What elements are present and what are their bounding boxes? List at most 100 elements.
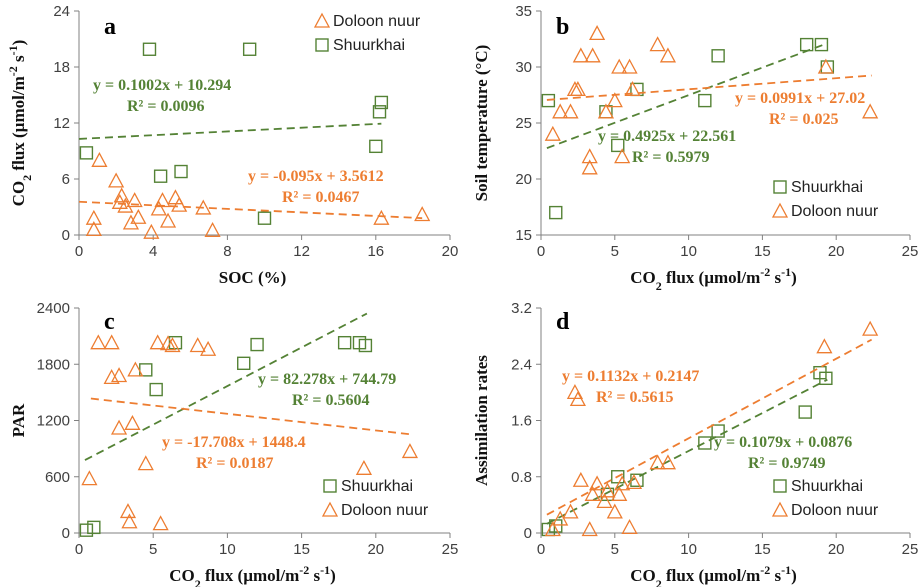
data-point	[649, 36, 666, 52]
data-point	[569, 391, 586, 407]
y-tick-label: 24	[53, 3, 70, 20]
data-point	[611, 470, 625, 484]
data-point	[611, 58, 628, 74]
data-point	[150, 200, 167, 216]
series-shuurkhai: y = 0.1002x + 10.294 R² = 0.0096	[78, 42, 389, 225]
legend: Shuurkhai Doloon nuur	[771, 478, 879, 519]
regression-equation: y = 0.4925x + 22.561	[598, 128, 736, 145]
x-tick-label: 0	[537, 243, 545, 260]
y-tick-label: 18	[53, 59, 70, 76]
data-point	[369, 139, 383, 154]
trend-line	[78, 122, 382, 140]
trend-line	[546, 74, 872, 101]
regression-equation: y = 82.278x + 744.79	[258, 371, 396, 388]
data-point	[814, 37, 829, 52]
data-point	[152, 515, 169, 531]
data-point	[614, 475, 631, 491]
x-tick-label: 16	[367, 243, 384, 260]
x-tick-label: 0	[75, 243, 83, 260]
r-squared-label: R² = 0.0096	[127, 98, 204, 115]
data-point	[108, 172, 125, 188]
data-point	[549, 205, 563, 220]
data-point	[154, 192, 171, 208]
panel-letter: a	[104, 14, 116, 40]
data-point	[711, 424, 725, 438]
x-tick-label: 5	[611, 541, 619, 558]
x-tick-label: 5	[611, 243, 619, 260]
data-point	[79, 146, 94, 160]
data-point	[621, 519, 638, 535]
data-point	[584, 47, 601, 63]
data-point	[816, 338, 833, 354]
x-tick-label: 20	[367, 541, 384, 558]
data-point	[103, 334, 120, 350]
data-point	[588, 475, 606, 491]
data-point	[862, 103, 879, 119]
series-doloon-nuur: y = 0.0991x + 27.02 R² = 0.025	[544, 25, 879, 175]
legend: Shuurkhai Doloon nuur	[771, 179, 879, 220]
r-squared-label: R² = 0.9749	[748, 455, 825, 472]
regression-equation: y = -17.708x + 1448.4	[162, 434, 306, 451]
y-tick-label: 1.6	[511, 413, 532, 430]
data-point	[113, 187, 130, 203]
data-point	[659, 454, 677, 470]
series-doloon-nuur: y = -17.708x + 1448.4 R² = 0.0187	[81, 334, 419, 531]
x-tick-label: 25	[442, 541, 459, 558]
data-point	[110, 367, 128, 383]
legend: Doloon nuur Shuurkhai	[313, 12, 421, 54]
data-point	[119, 503, 137, 519]
legend: Shuurkhai Doloon nuur	[321, 478, 429, 519]
data-point	[562, 103, 579, 119]
x-axis-label: CO2 flux (µmol/m-2 s-1)	[630, 265, 797, 293]
data-point	[121, 513, 138, 529]
r-squared-label: R² = 0.0187	[196, 455, 273, 472]
x-tick-label: 20	[442, 243, 459, 260]
chart-panel-c: 0 5 10 15 20 25 0 600 1200 1800 2400 CO2 flux (µmol…	[9, 300, 458, 587]
regression-equation: y = 0.1079x + 0.0876	[714, 434, 852, 451]
data-point	[85, 221, 102, 237]
x-tick-label: 10	[680, 243, 697, 260]
x-tick-label: 8	[223, 243, 231, 260]
data-point	[799, 37, 814, 52]
y-tick-label: 2400	[37, 300, 70, 317]
series-shuurkhai: y = 82.278x + 744.79 R² = 0.5604	[79, 312, 396, 537]
data-point	[544, 521, 561, 537]
data-point	[649, 454, 666, 470]
trend-line	[546, 378, 828, 525]
data-point	[237, 356, 251, 371]
data-point	[584, 485, 601, 501]
data-point	[581, 148, 598, 164]
trend-line	[546, 42, 828, 149]
y-tick-label: 600	[45, 469, 70, 486]
data-point	[358, 338, 373, 353]
data-point	[572, 47, 589, 63]
r-squared-label: R² = 0.5615	[596, 389, 673, 406]
y-tick-label: 15	[515, 227, 532, 244]
legend-marker	[315, 38, 329, 52]
chart-panel-d: 0 5 10 15 20 25 0 0.8 1.6 2.4 3.2 CO2 flux (µmol/m-…	[472, 300, 918, 587]
chart-panel-a: 0 4 8 12 16 20 0 6 12 18 24 SOC (%) CO2 flux (µmol/m…	[6, 3, 458, 287]
x-tick-label: 25	[902, 541, 918, 558]
chart-panel-b: 0 5 10 15 20 25 15 20 25 30 35 CO2 flux (µmol/m-2 s…	[472, 3, 918, 293]
data-point	[110, 419, 128, 435]
legend-label: Doloon nuur	[341, 502, 429, 519]
x-tick-label: 10	[219, 541, 236, 558]
data-point	[168, 335, 183, 350]
data-point	[606, 92, 623, 108]
data-point	[711, 49, 725, 63]
x-tick-label: 0	[75, 541, 83, 558]
data-point	[698, 93, 712, 108]
data-point	[91, 151, 108, 167]
data-point	[250, 337, 264, 352]
data-point	[85, 209, 102, 225]
data-point	[596, 492, 613, 509]
data-point	[159, 335, 177, 351]
data-point	[117, 197, 134, 213]
data-point	[624, 81, 641, 97]
data-point	[374, 95, 389, 110]
y-tick-label: 6	[62, 171, 70, 188]
legend-label: Shuurkhai	[341, 478, 413, 495]
y-tick-label: 0	[524, 525, 532, 542]
data-point	[414, 206, 431, 222]
y-tick-label: 35	[515, 3, 532, 20]
